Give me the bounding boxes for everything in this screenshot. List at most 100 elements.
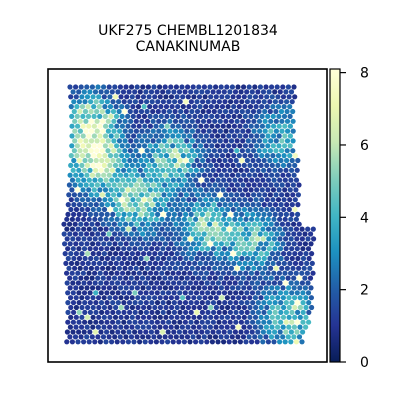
tissue-spot — [190, 172, 196, 178]
tissue-spot — [181, 187, 187, 193]
tissue-spot — [162, 231, 168, 237]
tissue-spot — [261, 255, 267, 262]
tissue-spot — [105, 118, 111, 124]
tissue-spot — [223, 138, 229, 144]
tissue-spot — [210, 236, 216, 242]
tissue-spot — [249, 216, 255, 222]
tissue-spot — [181, 177, 188, 183]
tissue-spot — [210, 319, 216, 325]
tissue-spot — [277, 236, 283, 242]
tissue-spot — [286, 295, 292, 301]
tissue-spot — [282, 187, 288, 193]
tissue-spot — [128, 334, 135, 340]
tissue-spot — [210, 89, 216, 95]
tissue-spot — [193, 236, 199, 242]
tissue-spot — [94, 108, 100, 115]
tissue-spot — [260, 236, 266, 242]
tissue-spot — [118, 251, 124, 257]
tissue-spot — [141, 304, 147, 311]
tissue-spot — [94, 148, 100, 154]
tissue-spot — [250, 157, 256, 164]
tissue-spot — [219, 295, 225, 301]
tissue-spot — [130, 153, 136, 159]
tissue-spot — [169, 206, 175, 213]
tissue-spot — [252, 231, 258, 237]
tissue-spot — [88, 99, 94, 105]
tissue-spot — [147, 143, 153, 149]
tissue-spot — [295, 309, 301, 315]
tissue-spot — [191, 206, 197, 213]
tissue-spot — [252, 241, 258, 247]
tissue-spot — [211, 108, 217, 115]
tissue-spot — [256, 118, 263, 124]
tissue-spot — [87, 246, 93, 252]
tissue-spot — [70, 280, 76, 286]
tissue-spot — [122, 148, 128, 154]
tissue-spot — [193, 280, 199, 286]
tissue-spot — [199, 319, 205, 325]
tissue-spot — [81, 329, 87, 335]
tissue-spot — [126, 329, 132, 335]
tissue-spot — [246, 84, 252, 90]
tissue-spot — [104, 290, 110, 296]
tissue-spot — [101, 172, 107, 178]
tissue-spot — [206, 108, 212, 115]
tissue-spot — [309, 304, 315, 311]
tissue-spot — [78, 285, 84, 291]
tissue-spot — [181, 143, 187, 149]
tissue-spot — [118, 162, 124, 168]
tissue-spot — [242, 143, 248, 149]
tissue-spot — [200, 255, 206, 262]
tissue-spot — [109, 280, 115, 286]
tissue-spot — [208, 295, 214, 301]
tissue-spot — [104, 202, 111, 208]
tissue-spot — [138, 309, 144, 315]
tissue-spot — [100, 231, 106, 237]
tissue-spot — [275, 94, 281, 100]
tissue-spot — [227, 246, 233, 252]
tissue-spot — [185, 251, 191, 257]
tissue-spot — [186, 153, 192, 159]
tissue-spot — [191, 153, 198, 159]
tissue-spot — [165, 339, 171, 345]
tissue-spot — [308, 241, 314, 247]
tissue-spot — [112, 94, 119, 100]
tissue-spot — [78, 334, 84, 340]
tissue-spot — [192, 143, 198, 149]
tissue-spot — [170, 187, 176, 193]
tissue-spot — [265, 226, 272, 232]
tissue-spot — [209, 226, 216, 232]
tissue-spot — [181, 133, 187, 139]
tissue-spot — [137, 280, 143, 286]
tissue-spot — [143, 89, 149, 95]
tissue-spot — [169, 197, 175, 203]
tissue-spot — [221, 177, 227, 183]
tissue-spot — [85, 304, 91, 311]
tissue-spot — [139, 128, 145, 134]
tissue-spot — [156, 221, 162, 227]
tissue-spot — [68, 314, 74, 320]
tissue-spot — [280, 231, 286, 237]
tissue-spot — [90, 162, 96, 168]
tissue-spot — [211, 211, 217, 217]
tissue-spot — [270, 143, 276, 149]
tissue-spot — [157, 314, 163, 320]
tissue-spot — [98, 290, 104, 296]
tissue-spot — [191, 304, 197, 311]
tissue-spot — [119, 113, 125, 119]
tissue-spot — [237, 270, 243, 276]
tissue-spot — [262, 128, 268, 134]
tissue-spot — [226, 143, 232, 149]
tissue-spot — [88, 202, 94, 208]
tissue-spot — [292, 260, 299, 266]
tissue-spot — [187, 226, 193, 232]
tissue-spot — [263, 241, 269, 247]
tissue-spot — [94, 265, 100, 271]
tissue-spot — [83, 265, 89, 271]
tissue-spot — [237, 339, 243, 345]
tissue-spot — [224, 285, 230, 291]
tissue-spot — [232, 329, 238, 335]
tissue-spot — [179, 275, 185, 281]
tissue-spot — [177, 300, 183, 306]
tissue-spot — [232, 339, 238, 345]
